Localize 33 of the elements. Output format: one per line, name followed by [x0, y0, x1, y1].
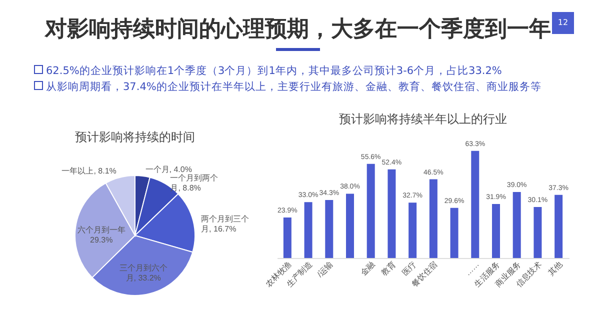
chart-title: 预计影响将持续半年以上的行业 — [339, 112, 507, 126]
text: 对影响持续时间的心理预期，大多在一个季度到一年 — [45, 17, 551, 42]
bar — [304, 202, 312, 258]
bar — [366, 164, 375, 258]
bar — [492, 204, 500, 258]
slice-label: 两个月到三个月, 16.7% — [201, 214, 250, 234]
bar — [471, 150, 480, 258]
bar — [534, 207, 542, 258]
x-tick-label: 教育 — [380, 260, 398, 278]
bar — [512, 192, 521, 258]
slice-label: 三个月到六个月, 33.2% — [119, 263, 168, 282]
bar — [346, 194, 354, 258]
slice-label: 一个月到两个月, 8.8% — [170, 173, 218, 192]
slice-label: 一年以上, 8.1% — [62, 166, 116, 176]
slice-label: 一个月, 4.0% — [145, 165, 192, 174]
x-tick-label: …… — [463, 260, 481, 278]
bar — [554, 194, 563, 258]
bar — [388, 169, 396, 258]
chart-title: 预计影响将持续的时间 — [75, 130, 195, 144]
bar — [408, 202, 417, 258]
x-tick-label: /运输 — [316, 260, 335, 280]
text: 12 — [552, 12, 574, 34]
x-tick-label: 医疗 — [400, 260, 418, 278]
x-tick-label: 其他 — [546, 260, 564, 278]
slice-label: 六个月到一年 — [77, 226, 126, 235]
bar — [429, 179, 438, 258]
bar — [283, 218, 292, 258]
text: 62.5%的企业预计影响在1个季度（3个月）到1年内，其中最多公司预计3-6个月，占比33.2% — [45, 64, 502, 78]
text: 从影响周期看，37.4%的企业预计在半年以上，主要行业有旅游、金融、教育、餐饮住宿、商业服务等 — [45, 80, 542, 94]
x-tick-label: 金融 — [358, 260, 377, 278]
bar — [450, 208, 458, 258]
data-label: 29.3% — [90, 236, 113, 245]
bar — [325, 200, 334, 258]
